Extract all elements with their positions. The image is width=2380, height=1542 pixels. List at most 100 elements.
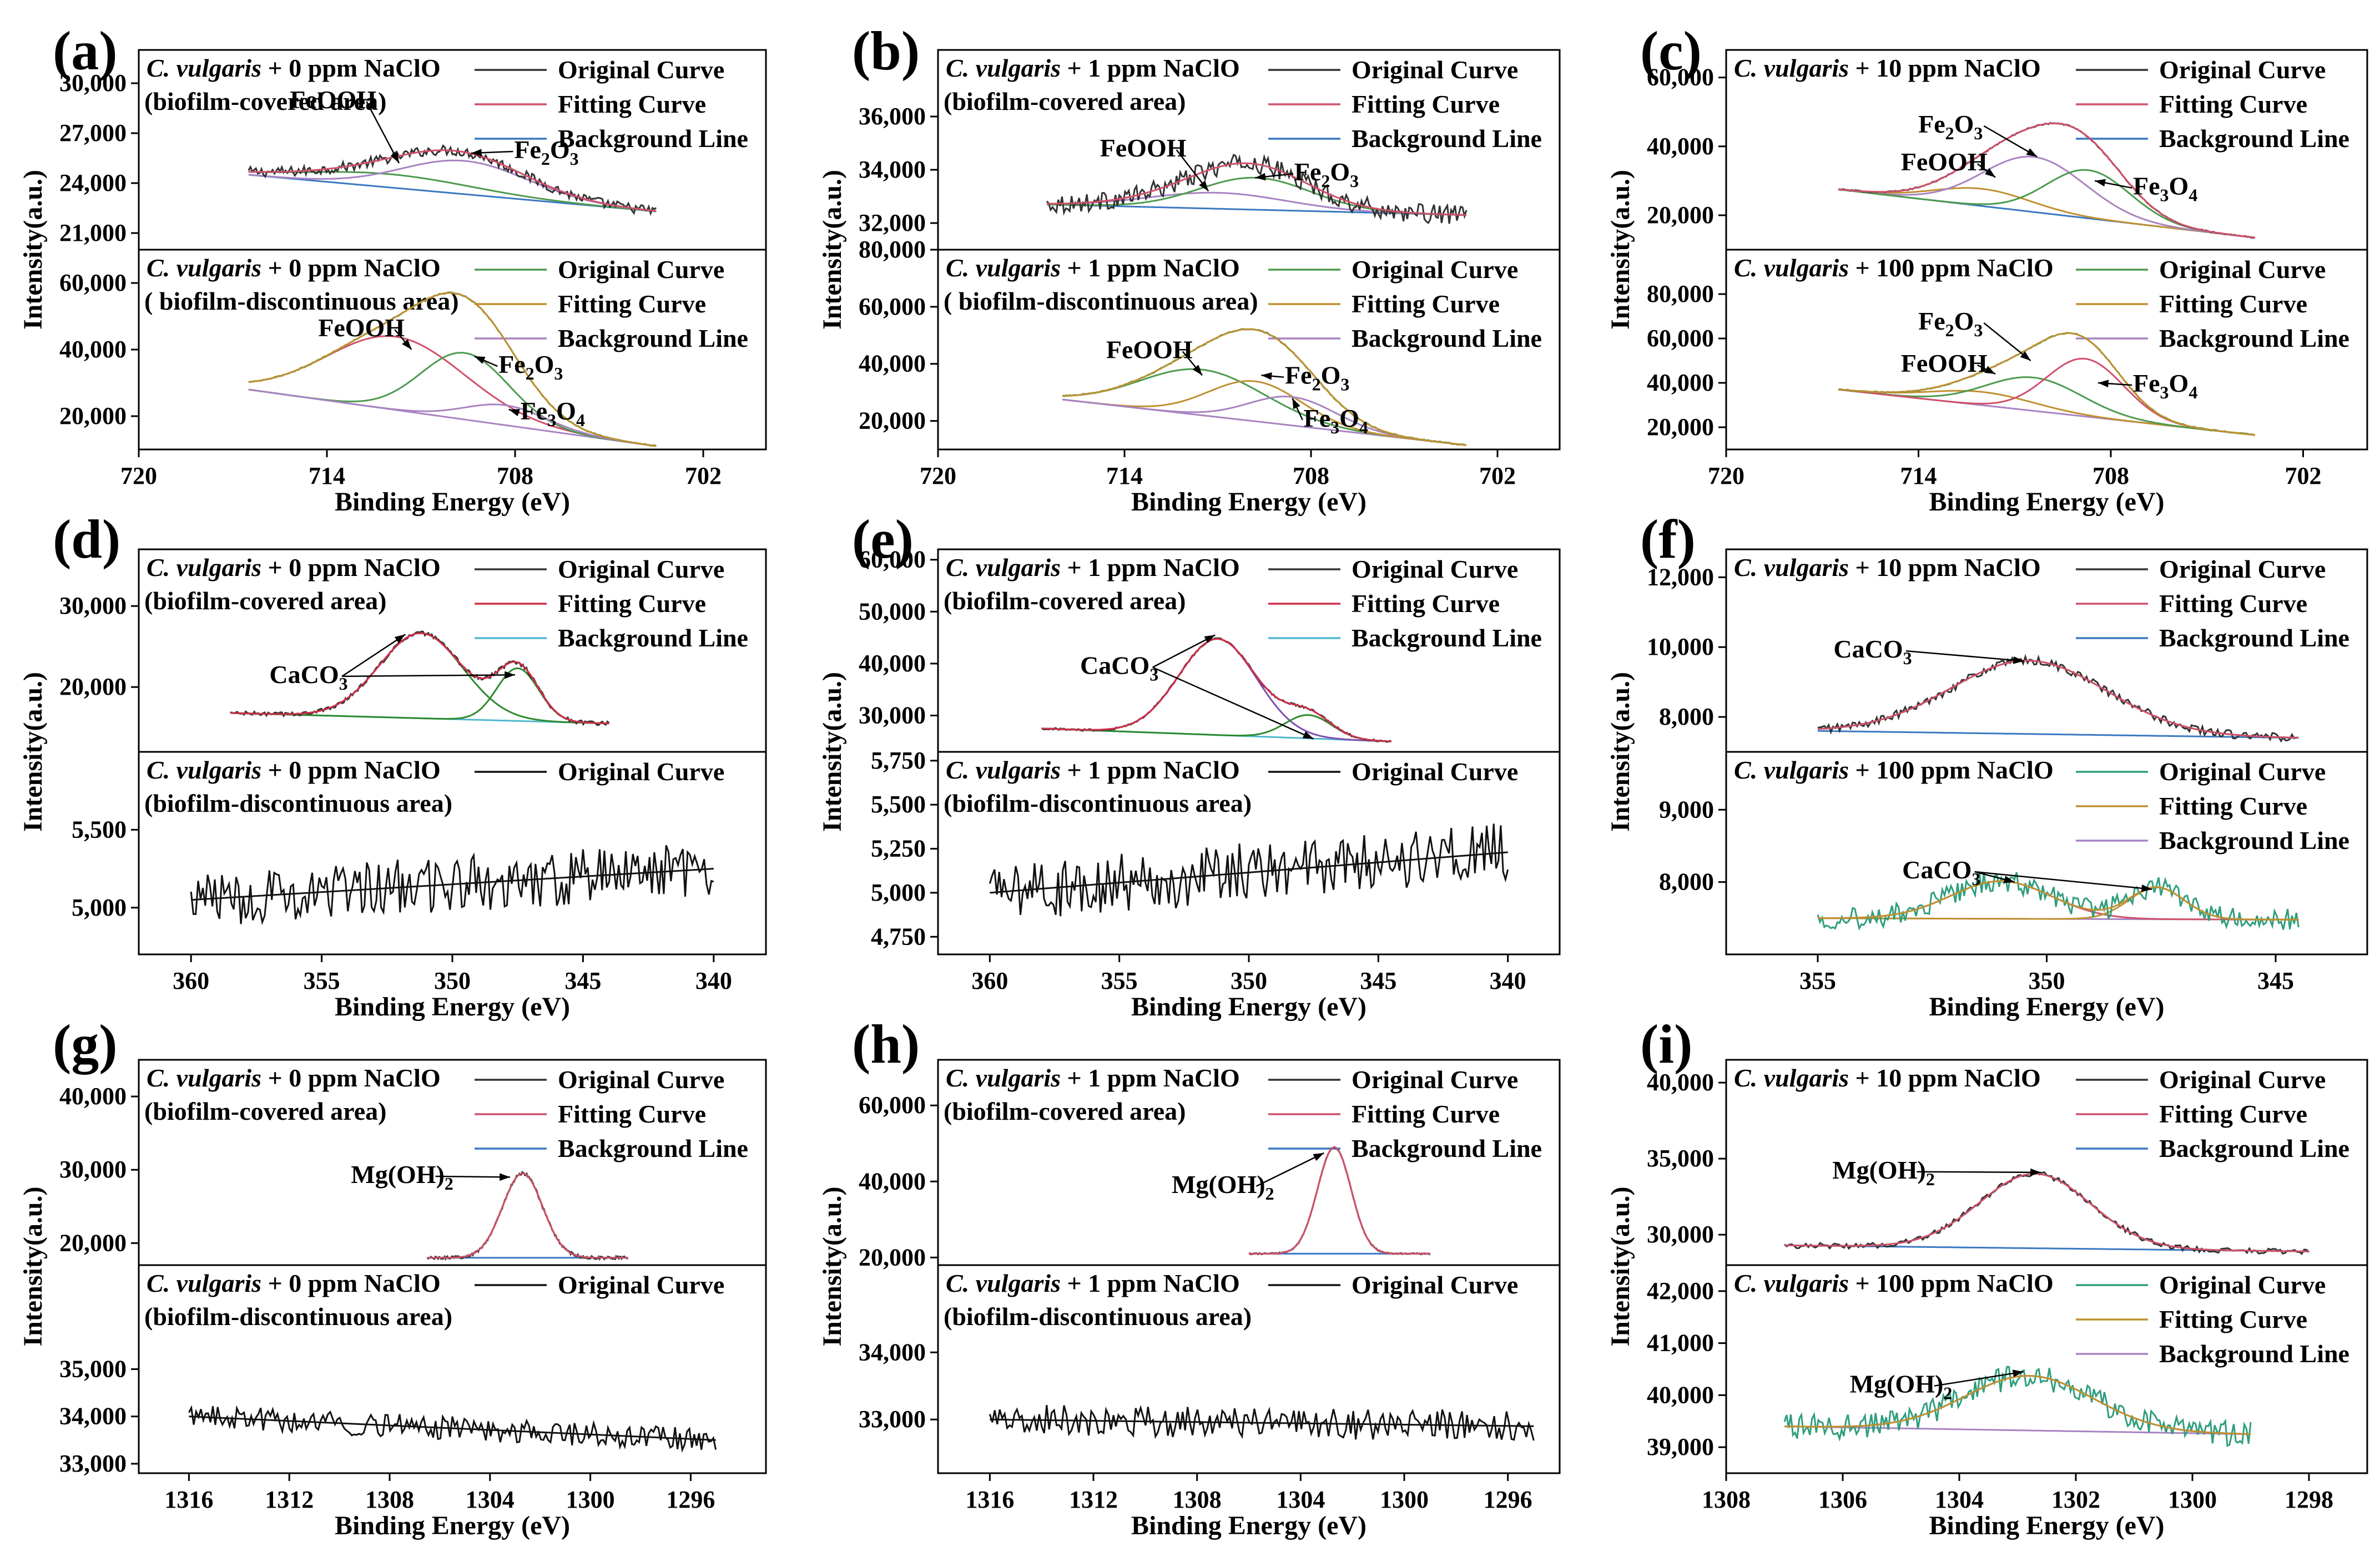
annotation-arrow	[1974, 871, 2152, 890]
y-tick-label: 40,000	[1647, 1381, 1714, 1408]
y-tick-label: 34,000	[859, 1338, 926, 1366]
arrowhead	[2097, 380, 2109, 388]
annotation-arrow	[1905, 650, 2024, 662]
subplot-title: C. vulgaris + 100 ppm NaClO	[1734, 1269, 2054, 1297]
subplot-title: C. vulgaris + 0 ppm NaClO	[147, 1269, 441, 1297]
peak-annotation: Fe2O3	[514, 135, 578, 169]
background-line	[1817, 730, 2299, 739]
fitting-curve	[1838, 122, 2256, 239]
original-curve	[190, 845, 714, 926]
y-tick-label: 80,000	[1647, 280, 1714, 307]
y-tick-label: 30,000	[1647, 1221, 1714, 1248]
legend-entry: Fitting Curve	[1352, 290, 1500, 318]
y-tick-label: 35,000	[1647, 1145, 1714, 1172]
subplot-title: C. vulgaris + 10 ppm NaClO	[1734, 54, 2041, 82]
legend-entry: Original Curve	[558, 1271, 724, 1299]
y-axis-label: Intensity(a.u.)	[18, 1186, 48, 1346]
x-tick-label: 360	[971, 967, 1008, 994]
y-tick-label: 33,000	[59, 1450, 127, 1477]
x-tick-label: 345	[1360, 967, 1396, 994]
fitting-curve	[1818, 880, 2299, 921]
fitting-curve	[1784, 1375, 2251, 1435]
sample-name: C. vulgaris	[1734, 756, 1855, 784]
condition: + 0 ppm NaClO	[268, 756, 441, 784]
peak-annotation: Mg(OH)2	[351, 1160, 453, 1194]
panel-label-a: (a)	[53, 20, 118, 82]
sample-name: C. vulgaris	[147, 254, 268, 282]
legend-entry: Background Line	[2159, 1339, 2349, 1368]
x-tick-label: 1298	[2285, 1486, 2333, 1513]
sample-name: C. vulgaris	[946, 254, 1067, 282]
panel-c: (c) 20,000 40,000 60,000 C. vulgaris + 10 pp…	[1606, 20, 2368, 517]
x-tick-label: 1306	[1818, 1486, 1867, 1513]
peak-annotation: FeOOH	[290, 85, 376, 114]
x-tick-label: 1304	[1276, 1486, 1325, 1513]
y-tick-label: 30,000	[59, 1156, 127, 1183]
subplot-c-top: 20,000 40,000 60,000 C. vulgaris + 10 ppm N…	[1647, 49, 2368, 251]
peak-annotation: Mg(OH)2	[1850, 1370, 1953, 1403]
y-tick-label: 40,000	[859, 1167, 926, 1195]
legend-entry: Fitting Curve	[1352, 90, 1500, 118]
subplot-g-bottom: 33,000 34,000 35,000 C. vulgaris + 0 ppm Na…	[59, 1264, 767, 1540]
subplot-i-bottom: 39,000 40,000 41,000 42,000 C. vulgaris + 10…	[1647, 1264, 2368, 1540]
panel-h: (h) 20,000 40,000 60,000 C. vulgaris + 1 ppm…	[818, 1013, 1561, 1540]
sample-name: C. vulgaris	[147, 1064, 268, 1092]
legend-entry: Fitting Curve	[2159, 1100, 2307, 1128]
x-tick-label: 720	[1708, 462, 1744, 489]
fitting-curve	[1062, 328, 1467, 446]
arrowhead	[2003, 876, 2015, 883]
arrowhead	[2020, 351, 2031, 361]
plot-frame	[937, 1264, 1561, 1474]
y-tick-label: 50,000	[859, 598, 926, 625]
x-tick-label: 1316	[965, 1486, 1014, 1513]
arrowhead	[2012, 1369, 2024, 1377]
x-tick-label: 340	[1490, 967, 1526, 994]
x-axis-label: Binding Energy (eV)	[1929, 487, 2164, 517]
condition: + 1 ppm NaClO	[1067, 54, 1240, 82]
x-axis-label: Binding Energy (eV)	[1131, 992, 1367, 1022]
arrowhead	[391, 152, 399, 163]
panel-e: (e) 30,000 40,000 50,000 60,000 C. vulgaris +…	[818, 508, 1561, 1022]
original-curve	[989, 1404, 1535, 1441]
legend-entry: Background Line	[558, 624, 748, 652]
sample-name: C. vulgaris	[946, 1269, 1067, 1297]
x-tick-label: 355	[1101, 967, 1138, 994]
legend-entry: Original Curve	[558, 1065, 724, 1094]
y-tick-label: 27,000	[59, 119, 127, 146]
component-peak	[1784, 1172, 2309, 1252]
subplot-f-bottom: 8,000 9,000 C. vulgaris + 100 ppm NaClO Ori…	[1659, 751, 2368, 1022]
peak-annotation: Fe2O3	[1918, 307, 1983, 340]
original-curve	[989, 823, 1509, 917]
subplot-i-top: 30,000 35,000 40,000 C. vulgaris + 10 ppm N…	[1647, 1059, 2368, 1266]
sample-name: C. vulgaris	[946, 54, 1067, 82]
x-tick-label: 350	[434, 967, 471, 994]
original-curve	[248, 144, 657, 216]
subplot-h-bottom: 33,000 34,000 C. vulgaris + 1 ppm NaClO (bi…	[859, 1264, 1561, 1540]
subplot-title: C. vulgaris + 1 ppm NaClO	[946, 1269, 1240, 1297]
condition: + 100 ppm NaClO	[1855, 254, 2054, 282]
y-tick-label: 60,000	[59, 269, 127, 296]
fitting-curve	[1041, 638, 1391, 742]
x-axis-label: Binding Energy (eV)	[1131, 1511, 1367, 1540]
subplot-title: C. vulgaris + 0 ppm NaClO	[147, 54, 441, 82]
sample-name: C. vulgaris	[147, 1269, 268, 1297]
legend-entry: Original Curve	[558, 255, 724, 284]
area-label: ( biofilm-discontinuous area)	[144, 287, 459, 315]
y-tick-label: 40,000	[59, 1083, 127, 1110]
legend-entry: Background Line	[1352, 1134, 1542, 1162]
y-tick-label: 20,000	[59, 673, 127, 700]
y-tick-label: 8,000	[1659, 868, 1714, 896]
component-peak	[1249, 1146, 1430, 1255]
sample-name: C. vulgaris	[1734, 254, 1855, 282]
component-peak	[1838, 376, 2256, 436]
original-curve	[1784, 1171, 2310, 1255]
y-tick-label: 40,000	[1647, 369, 1714, 396]
component-peak	[1062, 380, 1467, 446]
arrowhead	[1255, 173, 1266, 181]
subplot-title: C. vulgaris + 1 ppm NaClO	[946, 1064, 1240, 1092]
y-tick-label: 35,000	[59, 1356, 127, 1383]
plot-frame	[1725, 249, 2368, 451]
legend-entry: Original Curve	[2159, 1271, 2326, 1299]
x-tick-label: 714	[1106, 462, 1143, 489]
y-tick-label: 40,000	[1647, 133, 1714, 160]
